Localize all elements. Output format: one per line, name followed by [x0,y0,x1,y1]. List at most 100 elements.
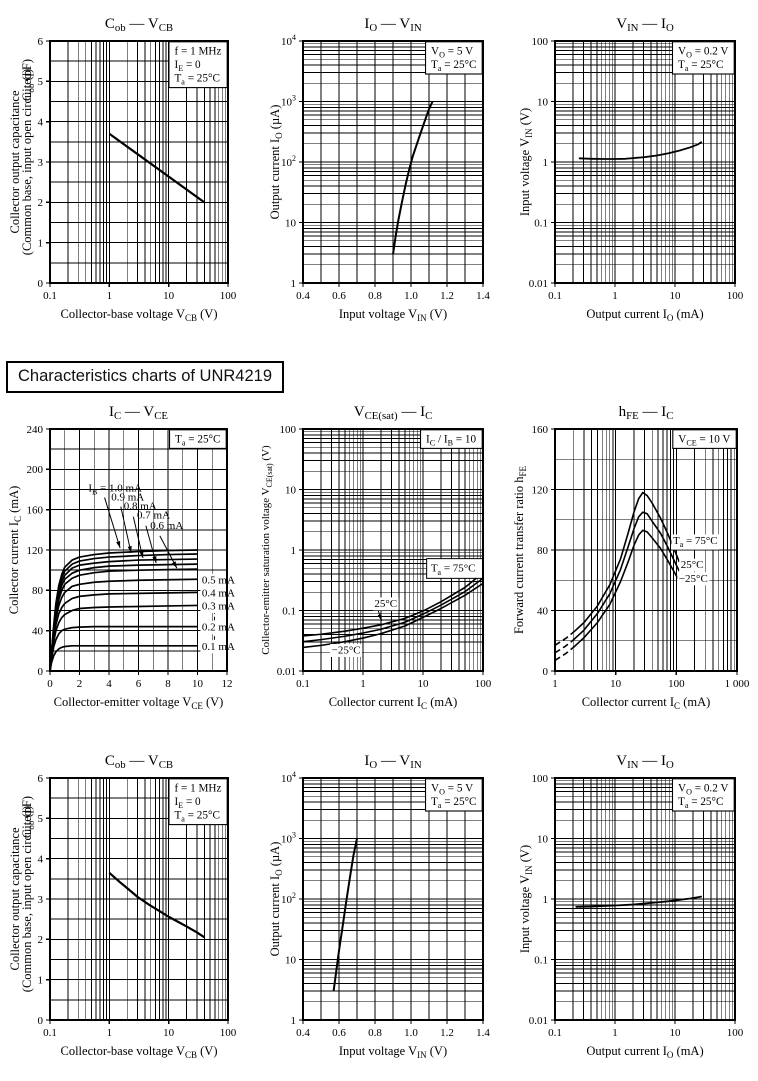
curve-75C [572,491,681,634]
y-axis-label: Collector current IC (mA) [7,486,23,615]
curve-25C [302,577,484,643]
plot-grid [302,428,484,672]
annotation-box [671,41,735,75]
chart-title: Cob — VCB [105,16,173,34]
curve-IB=0.4mA [49,591,198,672]
y-tick-label: 2 [38,197,44,209]
curve-IB=0.3mA [49,604,198,672]
y-tick-label: 10 [537,96,549,108]
annotation-box [424,778,483,812]
chart-svg-c1: f = 1 MHz IE = 0Ta = 25°C 0.1 1 10 100 0 1 2 3 4 5 6… [8,16,237,323]
annotation-box [168,429,227,449]
curves [108,132,206,204]
annotation-line: VO = 0.2 V [678,45,729,59]
y-tick-label: 102 [281,891,296,906]
annotation-line: IC / IB = 10 [426,433,476,447]
x-tick-label: 0.1 [43,1027,57,1039]
y-tick-label: 10 [285,484,297,496]
axis-ticks [46,428,228,675]
curve--25C [302,582,484,649]
label-bg [679,558,705,572]
annotation-line: Ta = 25°C [174,73,219,87]
x-tick-label: 12 [222,678,233,690]
x-tick-label: 0.8 [368,290,382,302]
y-tick-label: 5 [38,76,44,88]
chart-svg-c4: IB = 1.0 mA0.9 mA0.8 mA0.7 mA0.6 mA 0.5 m… [7,404,237,711]
annotation-line: Ta = 25°C [431,796,476,810]
x-tick-label: 4 [106,678,112,690]
y-tick-label: 102 [281,154,296,169]
curve-label: 0.9 mA [111,492,144,504]
curve-IB=0.1mA [49,644,198,672]
chart-vin-io-top: VO = 0.2 V Ta = 25°C 0.1 1 10 100 0.01 0.1 1 10 10… [505,0,758,345]
curve-75C-dash [554,631,574,646]
curve--25C-dash [554,646,574,662]
annotation-line: Ta = 25°C [174,810,219,824]
y-axis-label: Input voltage VIN (V) [518,845,534,953]
y-tick-label: 10 [285,954,297,966]
annotation-line: IE = 0 [174,59,201,73]
x-tick-label: 1.0 [404,290,418,302]
leader-lines [377,610,383,622]
x-tick-label: 0.8 [368,1027,382,1039]
axis-ticks [299,40,484,287]
x-axis-label: Input voltage VIN (V) [339,307,447,323]
y-tick-label: 1 [291,278,297,290]
curve-Io [332,838,358,992]
annotation-line: f = 1 MHz [174,45,221,57]
y-tick-label: 0 [38,666,44,678]
y-tick-label: 3 [38,157,44,169]
curves [554,491,681,662]
y-tick-label: 120 [27,545,44,557]
y-tick-label: 1 [291,545,297,557]
x-tick-label: 1.4 [476,290,490,302]
curve-Vin [575,895,702,908]
annotation-box [671,778,735,812]
x-tick-label: 100 [727,290,744,302]
x-tick-label: 0.4 [296,1027,310,1039]
label-bg [330,643,363,657]
x-tick-label: 1.4 [476,1027,490,1039]
y-tick-label: 4 [38,116,44,128]
chart-title: IO — VIN [364,16,421,34]
y-tick-label: 40 [537,605,549,617]
annotation-box [672,429,737,449]
y-tick-label: 100 [532,773,549,785]
y-tick-label: 120 [532,484,549,496]
x-axis-label: Collector-base voltage VCB (V) [61,307,218,323]
y-tick-label: 0.1 [282,605,296,617]
x-tick-label: 6 [136,678,142,690]
x-tick-label: 1.2 [440,290,454,302]
y-tick-label: 1 [291,1015,297,1027]
y-tick-label: 2 [38,934,44,946]
x-tick-label: 1 [612,1027,618,1039]
x-tick-label: 0.6 [332,290,346,302]
y-tick-label: 0 [38,278,44,290]
curve-label: −25°C [332,644,361,656]
arrowhead [377,614,382,621]
y-axis-label: (Common base, input open circuited) [20,806,34,992]
y-axis-label: Collector output capacitance [8,90,22,233]
y-tick-label: 103 [281,94,296,109]
axis-ticks [46,777,229,1024]
x-tick-label: 0.1 [43,290,57,302]
chart-ic-vce: IB = 1.0 mA 0.9 mA 0.8 mA 0.7 mA 0.6 mA 0.5 m… [0,395,252,725]
axis-ticks [551,777,736,1024]
y-tick-label: 5 [38,813,44,825]
x-tick-label: 100 [668,678,685,690]
y-tick-label: 0.01 [529,278,548,290]
y-axis-unit-label: Cob (pF) [20,796,36,838]
x-tick-label: 10 [670,290,682,302]
x-tick-label: 1 [552,678,558,690]
x-axis-label: Collector-emitter voltage VCE (V) [54,695,224,711]
axis-ticks [299,428,484,675]
curve-label: 0.2 mA [202,622,235,634]
chart-svg-c6: Ta = 75°C 25°C −25°C VCE = 10 V 1 10 100 1 000 0… [512,404,750,711]
curve-label: Ta = 75°C [431,563,476,577]
y-tick-label: 104 [281,33,296,48]
x-tick-label: 1 [107,1027,113,1039]
y-axis-label: Collector output capacitance [8,827,22,970]
annotation-box [419,429,483,449]
y-axis-label: (Common base, input open circuited) [20,69,34,255]
annotation-line: Ta = 25°C [431,59,476,73]
